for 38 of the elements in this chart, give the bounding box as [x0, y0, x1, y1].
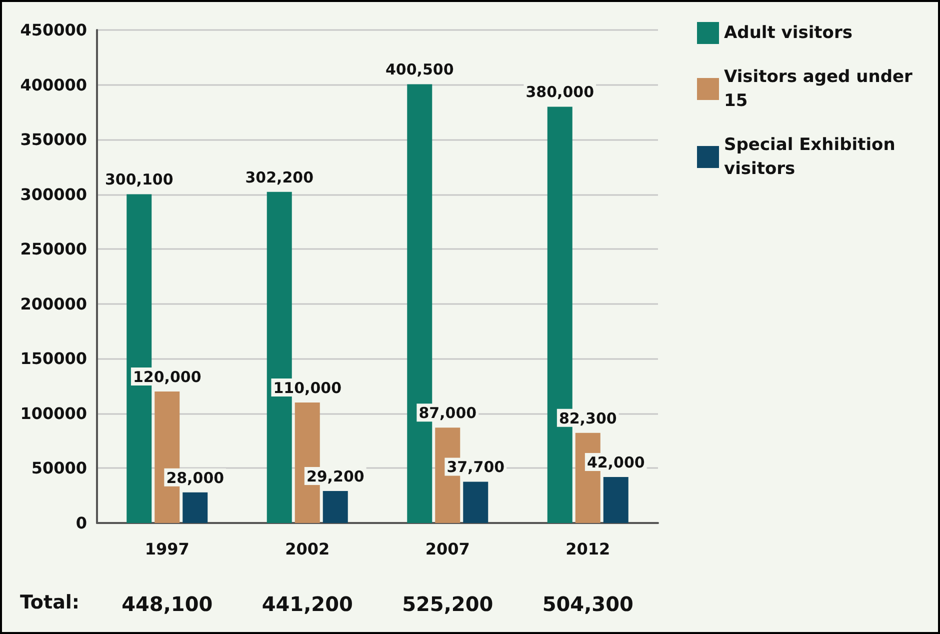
x-tick-label: 2012	[566, 540, 610, 558]
bar	[463, 482, 488, 523]
text: Total:	[20, 592, 80, 614]
text: 441,200	[262, 592, 353, 616]
y-tick-label: 0	[76, 514, 87, 532]
data-label: 37,700	[446, 458, 505, 476]
legend-label: Adult visitors	[724, 23, 852, 43]
y-tick-label: 350000	[20, 130, 87, 150]
x-tick-label: 2007	[425, 540, 470, 558]
y-tick-label: 150000	[20, 349, 87, 368]
text: 525,200	[402, 592, 494, 616]
bar	[603, 476, 628, 523]
data-label: 82,300	[558, 409, 617, 428]
text: 448,100	[122, 592, 213, 616]
y-tick-label: 300000	[20, 184, 87, 204]
y-tick-label: 400000	[20, 75, 87, 94]
text: 504,300	[542, 592, 634, 616]
data-label: 42,000	[586, 453, 645, 472]
data-label: 302,200	[245, 168, 314, 186]
data-label: 87,000	[418, 404, 477, 422]
data-label: 380,000	[526, 83, 594, 102]
data-label: 29,200	[306, 468, 364, 486]
data-label: 110,000	[273, 378, 342, 397]
data-label: 400,500	[385, 60, 454, 79]
data-label: 28,000	[166, 468, 224, 487]
x-tick-label: 1997	[144, 540, 190, 558]
y-tick-label: 100000	[20, 404, 87, 423]
legend-label: Visitors aged under 15	[724, 67, 918, 111]
y-tick-label: 250000	[20, 240, 87, 259]
y-tick-label: 200000	[20, 294, 87, 314]
y-tick-label: 450000	[20, 20, 87, 40]
data-label: 300,100	[104, 170, 174, 189]
bar	[322, 491, 348, 523]
data-label: 120,000	[132, 368, 202, 386]
bar	[182, 492, 208, 523]
y-tick-label: 50000	[31, 458, 87, 478]
legend-label: Special Exhibition visitors	[724, 135, 902, 179]
x-tick-label: 2002	[285, 540, 330, 558]
